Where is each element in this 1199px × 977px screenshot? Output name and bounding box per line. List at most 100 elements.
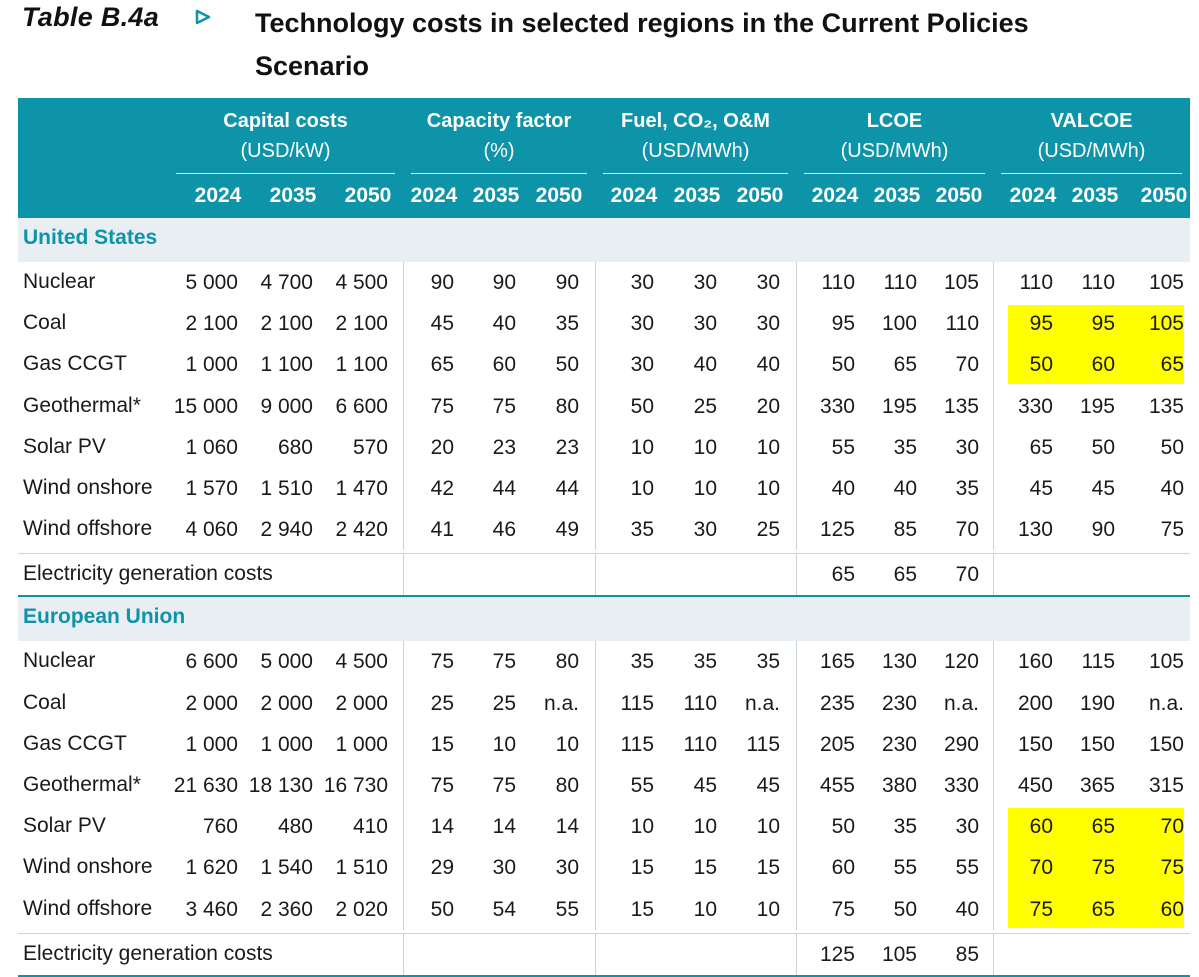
value-cell: 14 [555,815,579,839]
generation-costs-label: Electricity generation costs [23,941,273,965]
value-cell: 2 020 [335,897,388,921]
region-name: United States [23,226,158,249]
value-cell: 70 [955,518,979,542]
table-row: Gas CCGT 1 000 1 000 1 000 15 10 10 115 110 115 20… [18,724,1190,765]
group-rule [176,173,395,174]
table-row: Wind onshore 1 570 1 510 1 470 42 44 44 10 10 10 4… [18,468,1190,509]
year-header: 2024 [610,184,658,207]
value-cell: 2 100 [335,312,388,336]
value-cell: 85 [893,518,917,542]
value-cell: 75 [1160,856,1184,880]
year-header: 2035 [472,184,520,207]
value-cell: 110 [1019,271,1053,294]
value-cell: 60 [1160,897,1184,921]
value-cell: 30 [630,271,654,294]
value-cell: 10 [630,477,654,500]
value-cell: 14 [430,815,454,839]
group-header: VALCOE (USD/MWh) [1001,106,1182,174]
value-cell: 1 570 [185,477,238,500]
value-cell: 9 000 [260,394,313,418]
table-row: Coal 2 000 2 000 2 000 25 25 n.a. 115 110 n.a. 235… [18,683,1190,724]
value-cell: 45 [1029,477,1053,500]
value-cell: 50 [430,897,454,921]
value-cell: 1 000 [260,732,313,756]
value-cell: 44 [555,477,579,500]
year-header: 2050 [1140,184,1188,207]
value-cell: 15 [630,856,654,880]
year-header: 2050 [935,184,983,207]
value-cell: 35 [893,815,917,839]
value-cell: 55 [831,435,855,459]
technology-label: Coal [23,311,67,335]
value-cell: 35 [555,312,579,336]
value-cell: 40 [831,477,855,500]
value-cell: 15 [630,897,654,921]
value-cell: 25 [430,691,454,715]
value-cell: 65 [1160,353,1184,377]
value-cell: n.a. [543,691,579,715]
region-header: European Union [18,597,1190,642]
value-cell: 455 [819,774,855,797]
value-cell: 25 [492,691,516,715]
value-cell: 1 000 [185,353,238,377]
value-cell: 200 [1017,691,1053,715]
generation-costs-label: Electricity generation costs [23,562,273,586]
value-cell: 40 [492,312,516,336]
value-cell: 330 [1017,394,1053,418]
group-unit: (USD/MWh) [1037,140,1146,162]
value-cell: 20 [756,394,780,418]
value-cell: 16 730 [323,774,388,797]
technology-label: Coal [23,690,67,714]
value-cell: 35 [693,650,717,674]
table-row: Geothermal* 21 630 18 130 16 730 75 75 80 55 45 4… [18,765,1190,806]
value-cell: 125 [819,518,855,542]
value-cell: 25 [693,394,717,418]
value-cell: 44 [492,477,516,500]
group-rule [804,173,985,174]
value-cell: 55 [955,856,979,880]
value-cell: 21 630 [173,774,238,797]
value-cell: 65 [1029,435,1053,459]
value-cell: 205 [819,732,855,756]
value-cell: 380 [881,774,917,797]
value-cell: 95 [1091,312,1115,336]
value-cell: 10 [756,477,780,500]
value-cell: 105 [1148,312,1184,336]
value-cell: 75 [1160,518,1184,542]
value-cell: 330 [819,394,855,418]
value-cell: 315 [1148,774,1184,797]
value-cell: 1 000 [335,732,388,756]
value-cell: 18 130 [248,774,313,797]
title-block: Table B.4a Technology costs in selected … [22,0,1192,92]
value-cell: 290 [943,732,979,756]
value-cell: 760 [202,815,238,839]
value-cell: 90 [492,271,516,294]
value-cell: 10 [693,897,717,921]
value-cell: 10 [693,477,717,500]
column-divider [403,553,404,596]
value-cell: 15 [756,856,780,880]
value-cell: 130 [1017,518,1053,542]
value-cell: 570 [352,435,388,459]
generation-cost-value: 70 [955,563,979,587]
value-cell: 2 000 [185,691,238,715]
value-cell: 195 [881,394,917,418]
table-row: Wind onshore 1 620 1 540 1 510 29 30 30 15 15 15 6… [18,847,1190,888]
value-cell: 55 [893,856,917,880]
value-cell: 450 [1017,774,1053,797]
column-divider [403,262,404,551]
table-row: Geothermal* 15 000 9 000 6 600 75 75 80 50 25 20 3… [18,386,1190,427]
technology-label: Nuclear [23,649,96,673]
generation-cost-value: 65 [893,563,917,587]
value-cell: 1 000 [185,732,238,756]
value-cell: 30 [756,312,780,336]
value-cell: 6 600 [335,394,388,418]
group-rule [1001,173,1182,174]
value-cell: 60 [1029,815,1053,839]
value-cell: 1 470 [335,477,388,500]
year-header: 2024 [194,184,242,207]
column-divider [595,932,596,975]
value-cell: 135 [943,394,979,418]
row-divider [18,553,1190,555]
value-cell: 75 [831,897,855,921]
